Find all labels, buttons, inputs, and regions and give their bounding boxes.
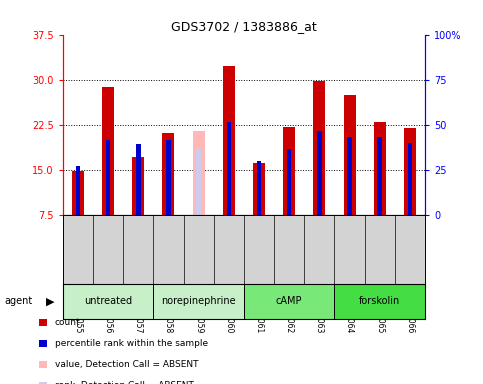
- Text: cAMP: cAMP: [276, 296, 302, 306]
- Bar: [162, 132, 174, 215]
- Bar: [244, 284, 334, 319]
- Bar: [317, 131, 322, 215]
- Text: agent: agent: [5, 296, 33, 306]
- Text: rank, Detection Call = ABSENT: rank, Detection Call = ABSENT: [55, 381, 194, 384]
- Text: norepinephrine: norepinephrine: [161, 296, 236, 306]
- Bar: [408, 143, 412, 215]
- Bar: [106, 140, 110, 215]
- Bar: [257, 161, 261, 215]
- Bar: [76, 166, 80, 215]
- Text: value, Detection Call = ABSENT: value, Detection Call = ABSENT: [55, 360, 198, 369]
- Bar: [223, 66, 235, 215]
- Text: untreated: untreated: [84, 296, 132, 306]
- Bar: [132, 157, 144, 215]
- Bar: [335, 284, 425, 319]
- Bar: [313, 81, 326, 215]
- Bar: [102, 87, 114, 215]
- Bar: [253, 163, 265, 215]
- Bar: [63, 284, 154, 319]
- Text: forskolin: forskolin: [359, 296, 400, 306]
- Bar: [72, 170, 84, 215]
- Bar: [404, 128, 416, 215]
- Text: count: count: [55, 318, 80, 327]
- Bar: [343, 95, 355, 215]
- Bar: [347, 137, 352, 215]
- Bar: [378, 137, 382, 215]
- Bar: [154, 284, 244, 319]
- Text: percentile rank within the sample: percentile rank within the sample: [55, 339, 208, 348]
- Bar: [193, 131, 205, 215]
- Bar: [197, 149, 201, 215]
- Text: ▶: ▶: [46, 296, 55, 306]
- Bar: [287, 149, 291, 215]
- Title: GDS3702 / 1383886_at: GDS3702 / 1383886_at: [171, 20, 317, 33]
- Bar: [283, 127, 295, 215]
- Bar: [227, 122, 231, 215]
- Bar: [374, 122, 386, 215]
- Bar: [166, 140, 170, 215]
- Bar: [136, 144, 141, 215]
